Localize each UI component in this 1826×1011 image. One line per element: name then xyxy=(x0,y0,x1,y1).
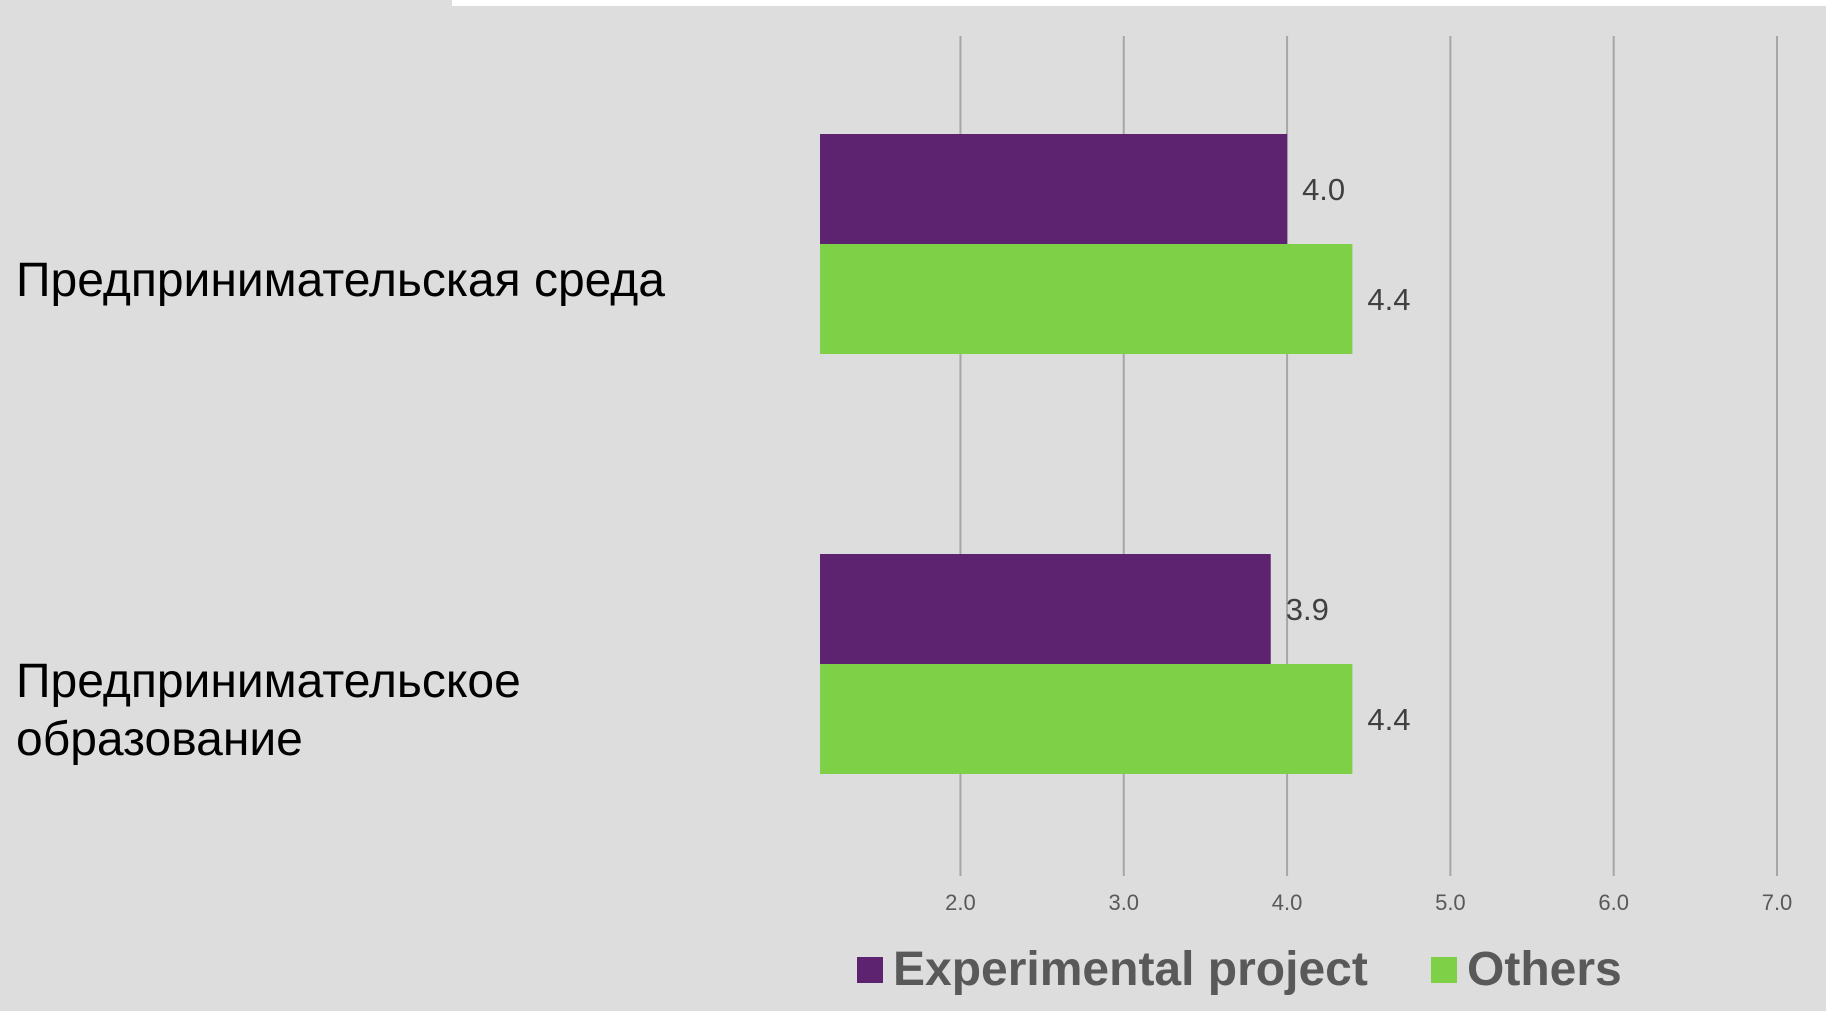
top-strip xyxy=(452,0,1826,6)
x-tick-label: 5.0 xyxy=(1435,890,1466,915)
legend-item-others: Others xyxy=(1431,942,1622,998)
data-label: 4.4 xyxy=(1367,702,1410,737)
legend-swatch-others xyxy=(1431,957,1457,983)
x-tick-label: 7.0 xyxy=(1762,890,1793,915)
category-label-1: Предпринимательская среда xyxy=(16,254,665,307)
data-label: 4.0 xyxy=(1302,172,1345,207)
legend-label-others: Others xyxy=(1467,943,1622,996)
x-tick-label: 2.0 xyxy=(945,890,976,915)
data-label: 3.9 xyxy=(1286,592,1329,627)
legend-swatch-experimental xyxy=(857,957,883,983)
x-tick-label: 6.0 xyxy=(1598,890,1629,915)
data-label: 4.4 xyxy=(1367,282,1410,317)
bar-others-2 xyxy=(820,664,1353,774)
bar-others-1 xyxy=(820,244,1353,354)
x-tick-label: 3.0 xyxy=(1108,890,1139,915)
legend-label-experimental: Experimental project xyxy=(893,943,1368,996)
category-label-2: Предпринимательское образование xyxy=(16,655,521,766)
x-tick-label: 4.0 xyxy=(1272,890,1303,915)
legend-item-experimental: Experimental project xyxy=(857,942,1368,998)
bar-experimental-1 xyxy=(820,134,1288,244)
bar-experimental-2 xyxy=(820,554,1271,664)
